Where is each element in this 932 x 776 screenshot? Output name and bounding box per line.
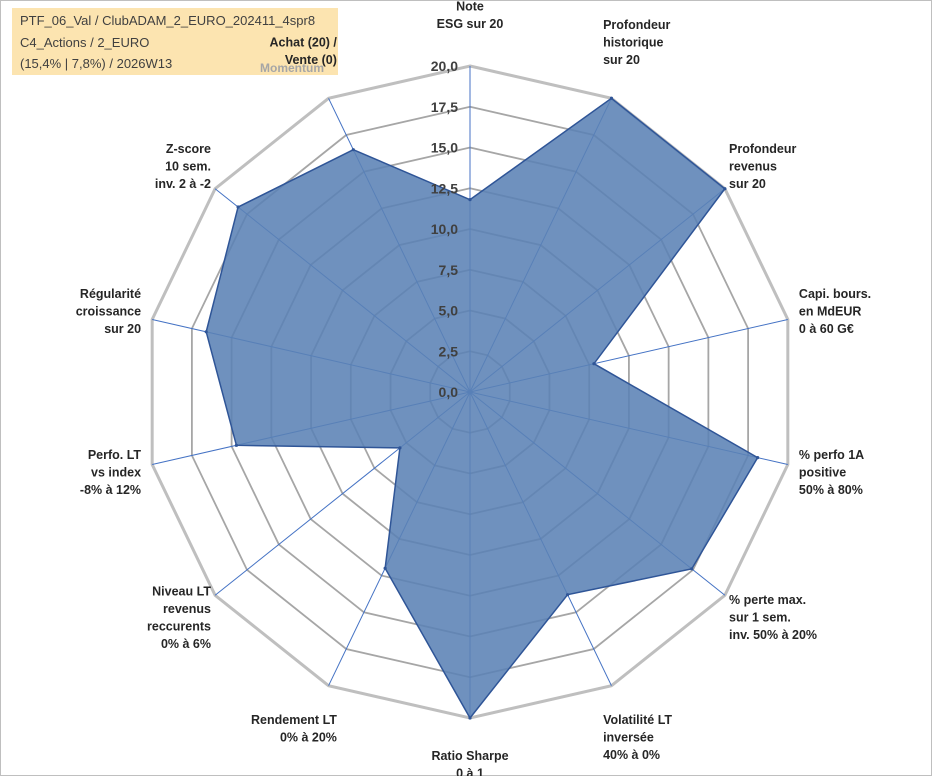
axis-label-line: % perte max. bbox=[729, 593, 806, 607]
tick-label: 17,5 bbox=[431, 99, 458, 115]
data-point bbox=[592, 362, 596, 366]
radar-series bbox=[204, 96, 760, 720]
axis-label-line: vs index bbox=[91, 466, 141, 480]
axis-label-line: Vente (0) bbox=[285, 53, 337, 67]
tick-label: 5,0 bbox=[439, 303, 459, 319]
axis-label: % perfo 1A positive 50% à 80% bbox=[799, 448, 864, 497]
data-point bbox=[756, 456, 760, 460]
axis-label-line: Capi. bours. bbox=[799, 287, 871, 301]
axis-label-line: Achat (20) / bbox=[270, 35, 338, 49]
axis-label-line: 50% à 80% bbox=[799, 483, 863, 497]
axis-label-line: sur 20 bbox=[603, 53, 640, 67]
axis-label: Ratio Sharpe 0 à 1 bbox=[431, 749, 508, 776]
axis-label-line: reccurents bbox=[147, 619, 211, 633]
axis-label-line: Z-score bbox=[166, 142, 211, 156]
tick-label: 7,5 bbox=[439, 262, 459, 278]
axis-label: Niveau LT revenus reccurents 0% à 6% bbox=[147, 584, 211, 651]
axis-label-line: 40% à 0% bbox=[603, 748, 660, 762]
data-point bbox=[468, 198, 472, 202]
data-point bbox=[398, 446, 402, 450]
axis-label-line: revenus bbox=[729, 159, 777, 173]
axis-label-line: revenus bbox=[163, 602, 211, 616]
axis-label: Profondeur historique sur 20 bbox=[603, 18, 670, 67]
axis-label-line: Note bbox=[456, 0, 484, 14]
data-point bbox=[383, 566, 387, 570]
data-point bbox=[565, 593, 570, 597]
axis-label-line: croissance bbox=[76, 304, 141, 318]
data-point bbox=[234, 443, 238, 447]
axis-label: Capi. bours. en MdEUR 0 à 60 G€ bbox=[799, 287, 871, 336]
axis-label-line: 0% à 20% bbox=[280, 731, 337, 745]
axis-label-line: en MdEUR bbox=[799, 304, 862, 318]
momentum-label: Momentum bbox=[260, 61, 324, 75]
data-point bbox=[351, 148, 355, 152]
radar-ticks: 0,0 2,5 5,0 7,5 10,0 12,5 15,0 17,5 20,0 bbox=[431, 58, 458, 400]
tick-label: 12,5 bbox=[431, 180, 458, 196]
data-point bbox=[468, 716, 472, 720]
data-point bbox=[723, 187, 727, 191]
data-point bbox=[609, 96, 614, 100]
axis-label: Rendement LT 0% à 20% bbox=[251, 713, 337, 745]
axis-label-line: Rendement LT bbox=[251, 713, 337, 727]
axis-label-line: Niveau LT bbox=[152, 584, 211, 598]
axis-label: Profondeur revenus sur 20 bbox=[729, 142, 796, 191]
data-point bbox=[236, 205, 240, 209]
axis-label-line: Perfo. LT bbox=[88, 448, 142, 462]
axis-label: Z-score 10 sem. inv. 2 à -2 bbox=[155, 142, 211, 191]
axis-label: Achat (20) / Vente (0) bbox=[270, 35, 338, 67]
tick-label: 10,0 bbox=[431, 221, 458, 237]
axis-label-line: 0 à 60 G€ bbox=[799, 322, 854, 336]
portfolio-info-box: PTF_06_Val / ClubADAM_2_EURO_202411_4spr… bbox=[12, 8, 338, 75]
axis-label-line: Volatilité LT bbox=[603, 713, 672, 727]
axis-label-line: inv. 50% à 20% bbox=[729, 628, 817, 642]
axis-label: Régularité croissance sur 20 bbox=[76, 287, 141, 336]
axis-label-line: inv. 2 à -2 bbox=[155, 177, 211, 191]
axis-label-line: 0% à 6% bbox=[161, 637, 211, 651]
tick-label: 15,0 bbox=[431, 140, 458, 156]
axis-label-line: -8% à 12% bbox=[80, 483, 141, 497]
axis-label-line: ESG sur 20 bbox=[437, 17, 504, 31]
axis-label-line: historique bbox=[603, 35, 663, 49]
axis-label-line: sur 20 bbox=[104, 322, 141, 336]
axis-label-line: Profondeur bbox=[603, 18, 670, 32]
axis-label-line: Profondeur bbox=[729, 142, 796, 156]
axis-label: Volatilité LT inversée 40% à 0% bbox=[603, 713, 672, 762]
series-area bbox=[205, 97, 759, 720]
portfolio-name: PTF_06_Val / ClubADAM_2_EURO_202411_4spr… bbox=[20, 13, 316, 28]
axis-label-line: positive bbox=[799, 466, 846, 480]
tick-label: 20,0 bbox=[431, 58, 458, 74]
axis-label-line: sur 20 bbox=[729, 177, 766, 191]
axis-label-line: Ratio Sharpe bbox=[431, 749, 508, 763]
radar-axis-labels: Note ESG sur 20 Profondeur historique sur 20… bbox=[76, 0, 871, 776]
axis-label-line: 10 sem. bbox=[165, 159, 211, 173]
axis-label: Note ESG sur 20 bbox=[437, 0, 504, 31]
axis-label-line: sur 1 sem. bbox=[729, 611, 791, 625]
axis-label-line: % perfo 1A bbox=[799, 448, 864, 462]
data-point bbox=[690, 567, 694, 571]
portfolio-stats: (15,4% | 7,8%) / 2026W13 bbox=[20, 56, 173, 71]
tick-label: 0,0 bbox=[439, 384, 459, 400]
axis-label: % perte max. sur 1 sem. inv. 50% à 20% bbox=[729, 593, 817, 642]
axis-label-line: 0 à 1 bbox=[456, 767, 484, 776]
axis-label: Perfo. LT vs index -8% à 12% bbox=[80, 448, 142, 497]
tick-label: 2,5 bbox=[439, 343, 459, 359]
axis-label-line: Régularité bbox=[80, 287, 141, 301]
data-point bbox=[204, 330, 208, 334]
axis-label-line: inversée bbox=[603, 731, 654, 745]
portfolio-category: C4_Actions / 2_EURO bbox=[20, 35, 150, 50]
